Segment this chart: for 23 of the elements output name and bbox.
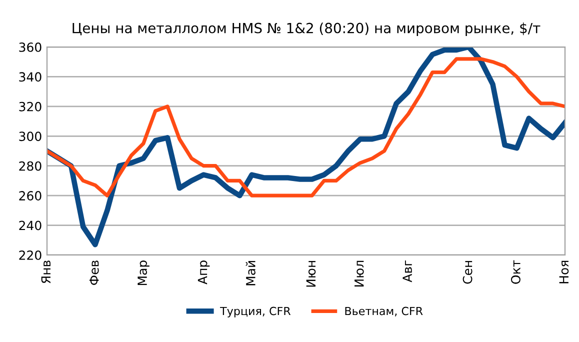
- x-tick-label: Июл: [354, 260, 364, 286]
- line-series: [47, 57, 565, 198]
- x-tick-label: Мар: [138, 260, 150, 286]
- x-tick-label: Окт: [510, 260, 520, 284]
- y-tick-label: 260: [19, 191, 42, 200]
- y-tick-label: 340: [19, 72, 42, 82]
- y-tick-label: 280: [19, 161, 42, 171]
- y-tick-label: 320: [19, 102, 42, 112]
- x-tick-label: Апр: [198, 260, 210, 284]
- x-tick-label: Ноя: [559, 260, 569, 284]
- x-tick-label: Янв: [41, 260, 50, 284]
- x-tick-label: Фев: [90, 260, 99, 285]
- y-tick-label: 360: [19, 42, 42, 52]
- y-tick-label: 300: [19, 132, 42, 142]
- legend-label: Турция, CFR: [220, 306, 291, 318]
- x-tick-label: Июн: [306, 261, 316, 287]
- y-tick-label: 220: [19, 250, 42, 260]
- x-tick-label: Авг: [402, 260, 412, 282]
- x-tick-label: Май: [246, 260, 256, 286]
- legend-label: Вьетнам, CFR: [345, 306, 423, 316]
- x-tick-label: Сен: [462, 260, 472, 284]
- y-tick-label: 240: [19, 220, 42, 230]
- chart-title: Цены на металлолом HMS № 1&2 (80:20) на мировом рынке, $/т: [72, 22, 540, 36]
